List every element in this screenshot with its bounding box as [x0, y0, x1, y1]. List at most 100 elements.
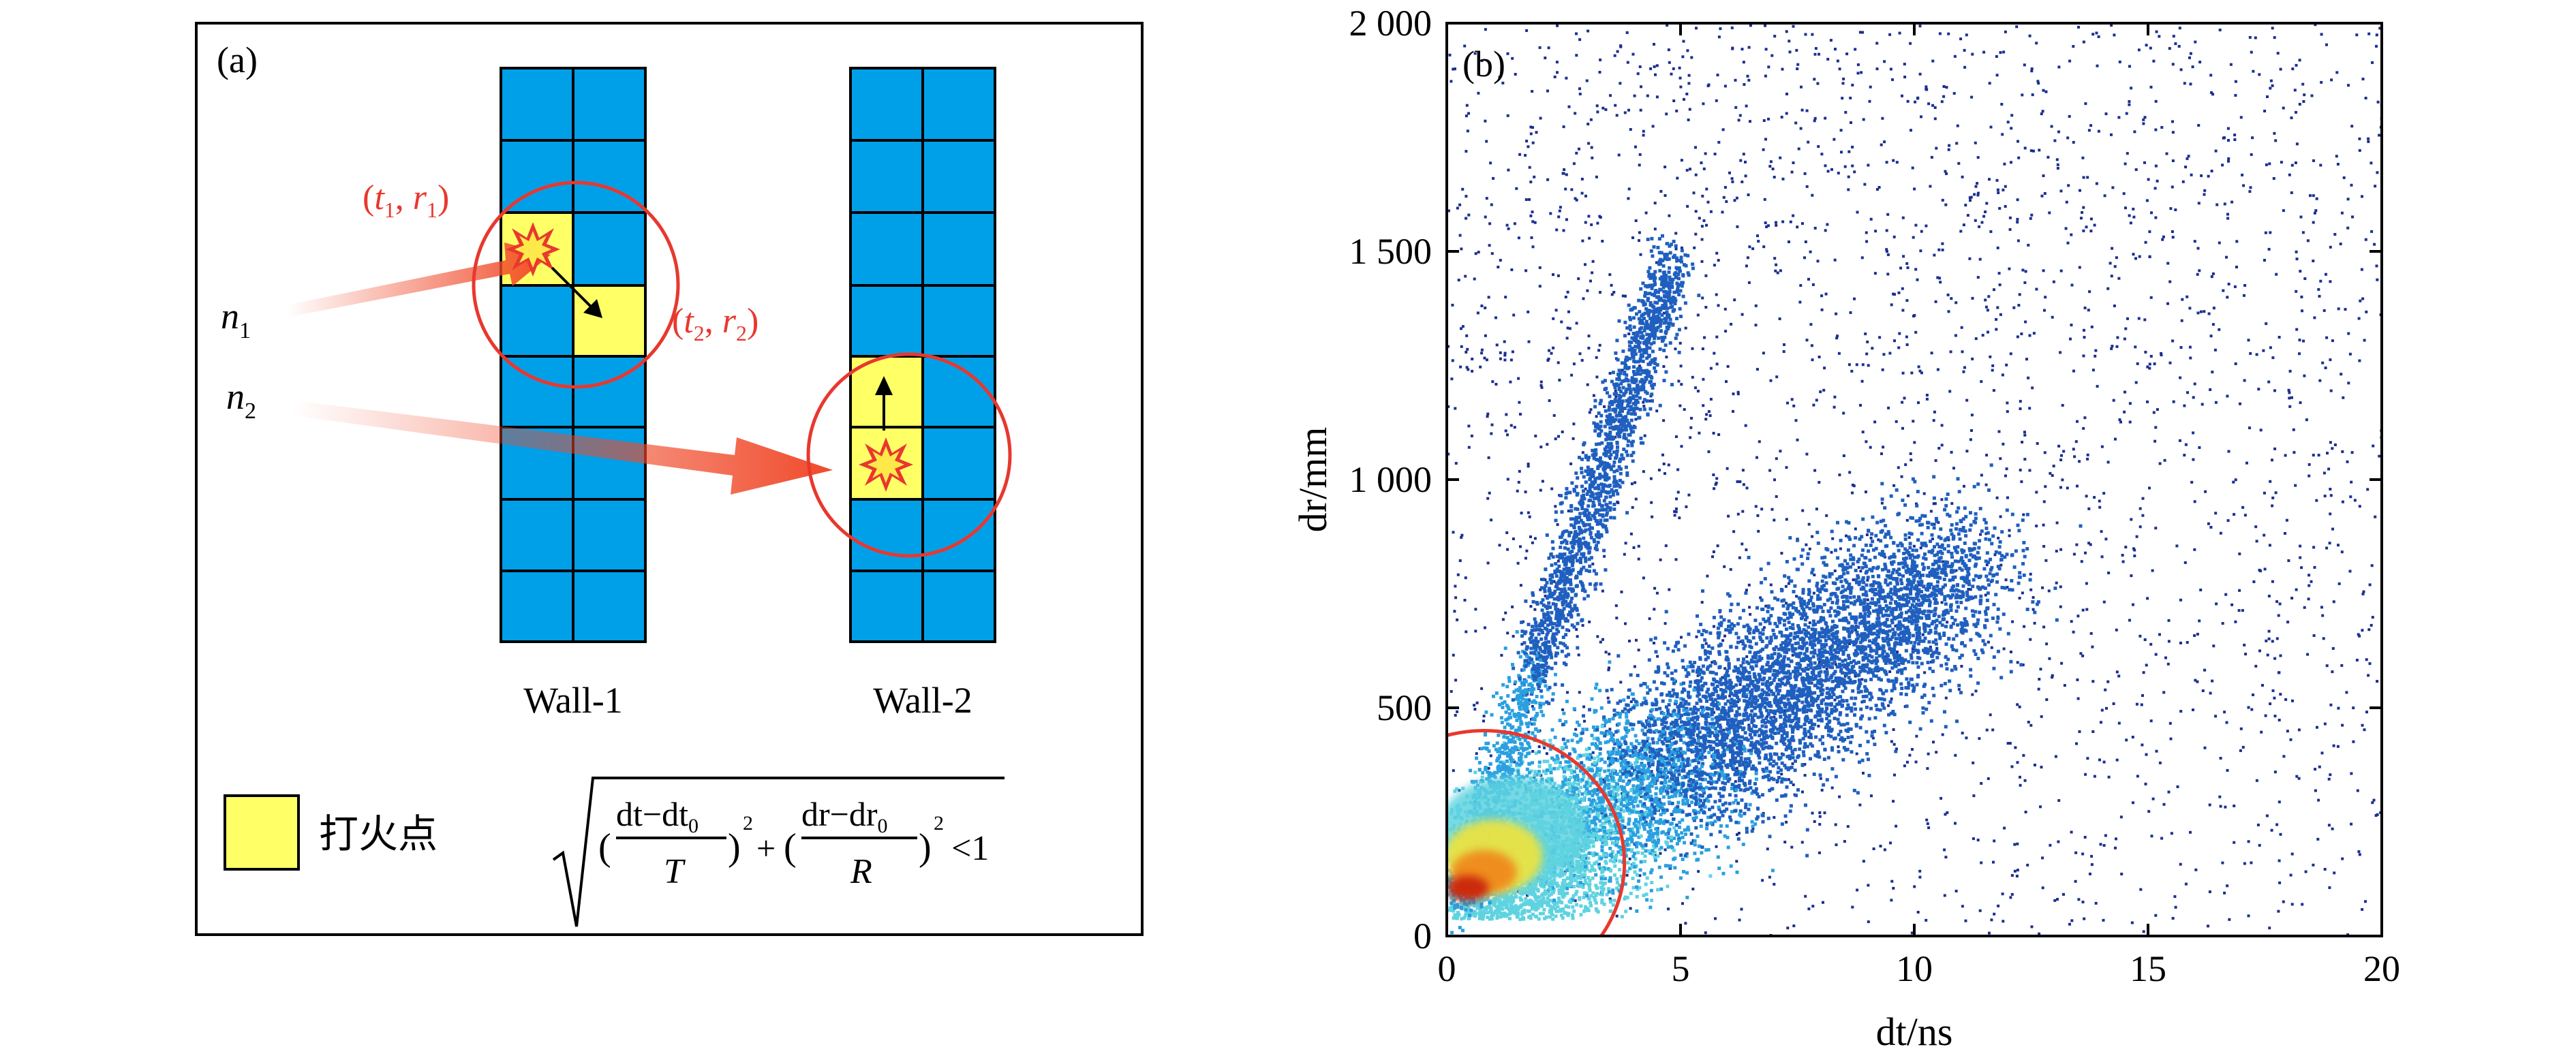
- scatter-point: [2235, 266, 2238, 268]
- scatter-point: [1785, 30, 1788, 33]
- scatter-point: [1700, 688, 1704, 691]
- scatter-point: [1711, 661, 1714, 664]
- scatter-point: [2372, 444, 2375, 448]
- scatter-point: [1653, 587, 1657, 590]
- scatter-point: [1734, 798, 1738, 802]
- scatter-point: [1700, 238, 1704, 241]
- scatter-point: [1524, 897, 1528, 901]
- scatter-point: [1768, 621, 1772, 625]
- scatter-point: [1811, 535, 1814, 538]
- scatter-point: [1768, 875, 1771, 879]
- scatter-point: [1683, 408, 1686, 411]
- scatter-point: [1925, 818, 1929, 822]
- scatter-point: [1558, 209, 1561, 213]
- scatter-point: [1557, 888, 1561, 892]
- scatter-point: [2189, 830, 2192, 834]
- scatter-point: [1769, 583, 1773, 587]
- scatter-point: [2186, 391, 2189, 394]
- scatter-point: [1971, 693, 1974, 696]
- scatter-point: [1537, 745, 1541, 749]
- scatter-point: [1687, 119, 1690, 121]
- scatter-point: [2104, 112, 2108, 116]
- scatter-point: [1552, 317, 1555, 320]
- scatter-point: [2371, 61, 2374, 64]
- scatter-point: [1644, 211, 1648, 215]
- scatter-point: [1681, 55, 1685, 59]
- scatter-point: [2365, 711, 2368, 714]
- scatter-point: [1565, 886, 1569, 890]
- scatter-point: [1633, 768, 1636, 773]
- scatter-point: [1713, 352, 1716, 355]
- scatter-point: [1460, 247, 1463, 251]
- scatter-point: [1834, 663, 1837, 666]
- scatter-point: [2048, 657, 2051, 660]
- scatter-point: [2242, 184, 2245, 187]
- scatter-point: [1674, 558, 1678, 561]
- scatter-point: [1890, 303, 1893, 307]
- scatter-point: [2346, 226, 2350, 230]
- scatter-point: [1505, 223, 1509, 227]
- scatter-point: [2218, 795, 2222, 798]
- scatter-point: [1822, 758, 1826, 761]
- scatter-point: [1892, 886, 1895, 890]
- scatter-point: [2052, 465, 2055, 468]
- scatter-point: [1701, 347, 1704, 350]
- scatter-point: [1705, 187, 1708, 191]
- scatter-point: [1745, 655, 1749, 658]
- scatter-point: [1668, 61, 1671, 64]
- scatter-point: [1747, 723, 1751, 727]
- scatter-point: [2263, 491, 2266, 495]
- scatter-point: [1587, 886, 1591, 890]
- scatter-point: [1766, 561, 1770, 565]
- scatter-point: [1527, 310, 1530, 313]
- scatter-point: [1636, 804, 1640, 808]
- scatter-point: [1638, 239, 1640, 243]
- scatter-point: [1501, 907, 1505, 911]
- scatter-point: [1674, 347, 1677, 351]
- scatter-point: [2061, 404, 2064, 407]
- scatter-point: [2269, 346, 2272, 349]
- scatter-point: [2264, 231, 2267, 234]
- scatter-point: [2347, 84, 2350, 87]
- scatter-point: [2093, 496, 2096, 499]
- scatter-point: [1672, 736, 1675, 740]
- scatter-point: [1993, 288, 1995, 292]
- scatter-point: [1527, 465, 1530, 468]
- scatter-point: [1661, 453, 1664, 456]
- scatter-point: [1642, 470, 1645, 473]
- scatter-point: [2192, 708, 2194, 711]
- scatter-point: [1535, 131, 1538, 134]
- scatter-point: [1586, 123, 1590, 126]
- scatter-point: [1695, 27, 1698, 30]
- scatter-point: [1699, 699, 1703, 703]
- scatter-point: [2128, 420, 2132, 424]
- scatter-point: [1477, 902, 1482, 905]
- scatter-point: [2243, 294, 2245, 297]
- scatter-point: [1999, 457, 2002, 461]
- scatter-point: [2214, 149, 2218, 153]
- scatter-point: [1667, 907, 1670, 911]
- scatter-point: [1723, 565, 1726, 568]
- scatter-point: [1894, 624, 1897, 627]
- scatter-point: [1716, 749, 1720, 753]
- scatter-point: [1833, 670, 1837, 674]
- scatter-point: [1548, 915, 1552, 919]
- scatter-point: [1862, 771, 1865, 775]
- scatter-point: [1775, 457, 1778, 461]
- scatter-point: [1991, 578, 1994, 582]
- scatter-point: [2112, 702, 2115, 705]
- scatter-point: [1820, 556, 1824, 560]
- scatter-point: [1822, 901, 1824, 904]
- scatter-point: [1888, 556, 1892, 560]
- scatter-point: [1984, 211, 1987, 213]
- scatter-point: [1787, 582, 1790, 585]
- scatter-point: [1893, 339, 1896, 343]
- scatter-point: [1677, 789, 1681, 793]
- scatter-point: [2046, 155, 2050, 159]
- scatter-point: [1689, 426, 1693, 429]
- scatter-point: [1585, 820, 1589, 824]
- scatter-point: [1865, 730, 1869, 734]
- scatter-point: [1693, 661, 1697, 665]
- scatter-point: [2374, 515, 2377, 518]
